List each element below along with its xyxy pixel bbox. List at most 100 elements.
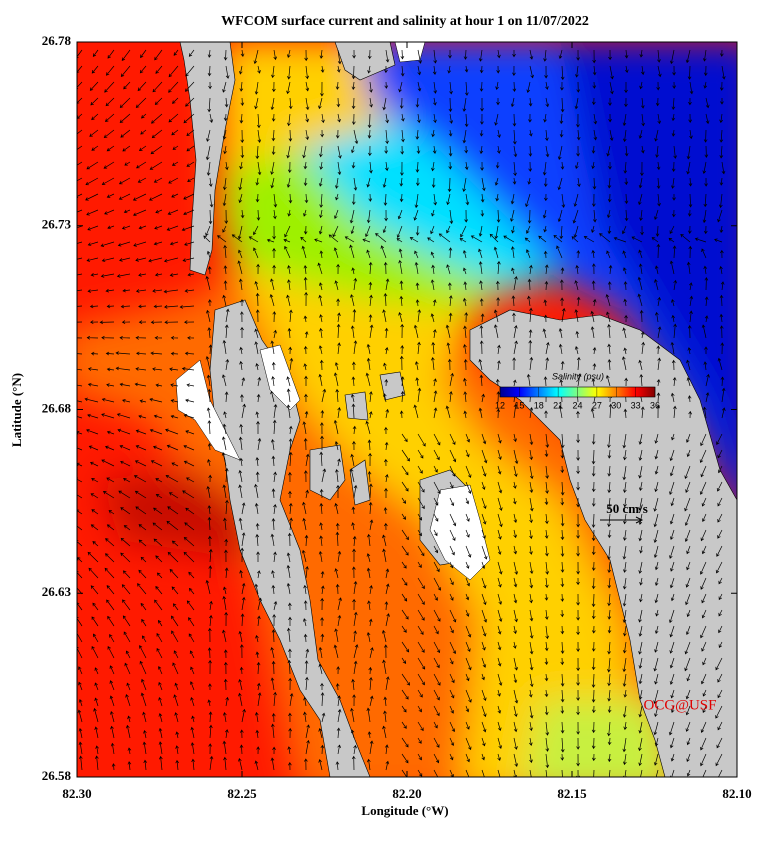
current-arrow — [384, 347, 389, 355]
current-arrow — [545, 545, 549, 557]
current-arrow — [685, 625, 691, 636]
current-arrow — [401, 129, 405, 143]
current-arrow — [703, 129, 708, 143]
current-arrow — [591, 689, 596, 703]
current-arrow — [449, 577, 454, 586]
current-arrow — [270, 646, 275, 659]
current-arrow — [319, 535, 323, 547]
current-arrow — [300, 236, 307, 243]
current-arrow — [497, 721, 502, 732]
current-arrow — [173, 694, 179, 707]
current-arrow — [513, 497, 517, 505]
current-arrow — [318, 282, 323, 291]
current-arrow — [460, 225, 467, 238]
current-arrow — [271, 660, 276, 675]
current-arrow — [353, 611, 358, 627]
current-arrow — [239, 729, 244, 739]
current-arrow — [190, 666, 195, 675]
current-arrow — [622, 129, 627, 143]
current-arrow — [638, 609, 643, 623]
current-arrow — [399, 280, 404, 291]
current-arrow — [449, 705, 454, 714]
current-arrow — [433, 81, 438, 94]
current-arrow — [369, 324, 374, 339]
current-arrow — [336, 97, 341, 108]
current-arrow — [119, 445, 131, 451]
current-arrow — [289, 309, 293, 323]
current-arrow — [718, 593, 723, 601]
current-arrow — [689, 81, 694, 95]
current-arrow — [396, 238, 403, 243]
current-arrow — [448, 161, 453, 170]
current-arrow — [138, 524, 147, 531]
current-arrow — [560, 721, 565, 734]
current-arrow — [153, 507, 163, 515]
current-arrow — [684, 641, 691, 655]
current-arrow — [465, 81, 469, 96]
current-arrow — [149, 397, 163, 403]
current-arrow — [401, 705, 407, 713]
current-arrow — [384, 145, 389, 154]
current-arrow — [591, 497, 596, 507]
current-arrow — [184, 320, 195, 325]
current-arrow — [399, 355, 404, 371]
current-arrow — [576, 250, 581, 259]
current-arrow — [670, 753, 675, 762]
current-arrow — [182, 490, 195, 499]
current-arrow — [427, 237, 435, 243]
current-arrow — [382, 659, 387, 675]
current-arrow — [90, 585, 99, 595]
current-arrow — [138, 320, 147, 325]
current-arrow — [353, 129, 359, 145]
current-arrow — [495, 161, 500, 169]
current-arrow — [445, 324, 451, 339]
current-arrow — [151, 129, 163, 139]
current-arrow — [301, 245, 307, 259]
current-arrow — [103, 129, 115, 139]
current-arrow — [321, 712, 326, 723]
current-arrow — [181, 366, 195, 371]
current-arrow — [701, 248, 707, 259]
current-arrow — [511, 225, 515, 234]
current-arrow — [153, 177, 163, 183]
current-arrow — [497, 260, 501, 275]
current-arrow — [593, 129, 598, 141]
current-arrow — [205, 225, 211, 237]
current-arrow — [365, 225, 371, 238]
current-arrow — [255, 523, 260, 531]
current-arrow — [256, 263, 260, 275]
current-arrow — [716, 545, 723, 557]
current-arrow — [481, 393, 485, 403]
current-arrow — [639, 81, 643, 90]
current-arrow — [401, 481, 409, 492]
current-arrow — [685, 721, 691, 732]
current-arrow — [121, 49, 131, 62]
current-arrow — [688, 113, 693, 123]
current-arrow — [415, 161, 420, 173]
current-arrow — [560, 267, 565, 275]
current-arrow — [401, 529, 409, 541]
current-arrow — [154, 335, 163, 340]
current-arrow — [654, 433, 659, 444]
current-arrow — [222, 339, 227, 355]
current-arrow — [497, 737, 503, 749]
current-arrow — [638, 721, 643, 734]
salinity-field — [77, 42, 737, 777]
current-arrow — [303, 438, 308, 451]
current-arrow — [575, 161, 579, 170]
current-arrow — [320, 597, 325, 611]
current-arrow — [272, 247, 276, 258]
current-arrow — [86, 428, 99, 435]
current-arrow — [497, 145, 501, 154]
current-arrow — [303, 177, 308, 187]
current-arrow — [669, 641, 675, 654]
current-arrow — [433, 433, 441, 446]
current-arrow — [287, 279, 291, 291]
current-arrow — [304, 291, 308, 307]
current-arrow — [335, 388, 339, 403]
current-arrow — [686, 561, 691, 571]
current-arrow — [239, 569, 243, 579]
current-arrow — [239, 666, 244, 675]
current-arrow — [721, 161, 726, 175]
current-arrow — [189, 650, 195, 659]
